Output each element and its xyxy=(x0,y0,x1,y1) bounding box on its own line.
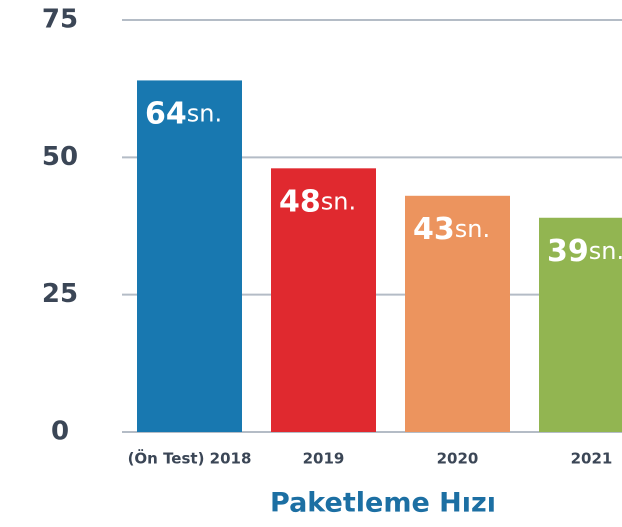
value-number: 43 xyxy=(413,211,455,246)
bar xyxy=(271,168,376,432)
value-label: 48sn. xyxy=(279,184,356,219)
y-tick-label: 0 xyxy=(51,417,69,447)
chart-title: Paketleme Hızı xyxy=(270,488,496,519)
y-tick-label: 75 xyxy=(42,5,78,35)
y-tick-label: 50 xyxy=(42,142,78,172)
x-tick-label: (Ön Test) 2018 xyxy=(128,449,252,468)
x-tick-label: 2019 xyxy=(303,450,345,468)
x-tick-label: 2021 xyxy=(571,450,613,468)
value-label: 43sn. xyxy=(413,211,490,246)
value-label: 39sn. xyxy=(547,233,622,268)
x-tick-label: 2020 xyxy=(437,450,479,468)
y-tick-label: 25 xyxy=(42,279,78,309)
value-unit: sn. xyxy=(321,187,356,215)
value-number: 64 xyxy=(145,96,187,131)
bar xyxy=(539,217,622,432)
value-unit: sn. xyxy=(455,215,490,243)
value-unit: sn. xyxy=(589,237,622,265)
value-label: 64sn. xyxy=(145,96,222,131)
value-number: 39 xyxy=(547,233,589,268)
bar xyxy=(137,80,242,432)
value-unit: sn. xyxy=(187,99,222,127)
bar xyxy=(405,195,510,432)
value-number: 48 xyxy=(279,184,321,219)
